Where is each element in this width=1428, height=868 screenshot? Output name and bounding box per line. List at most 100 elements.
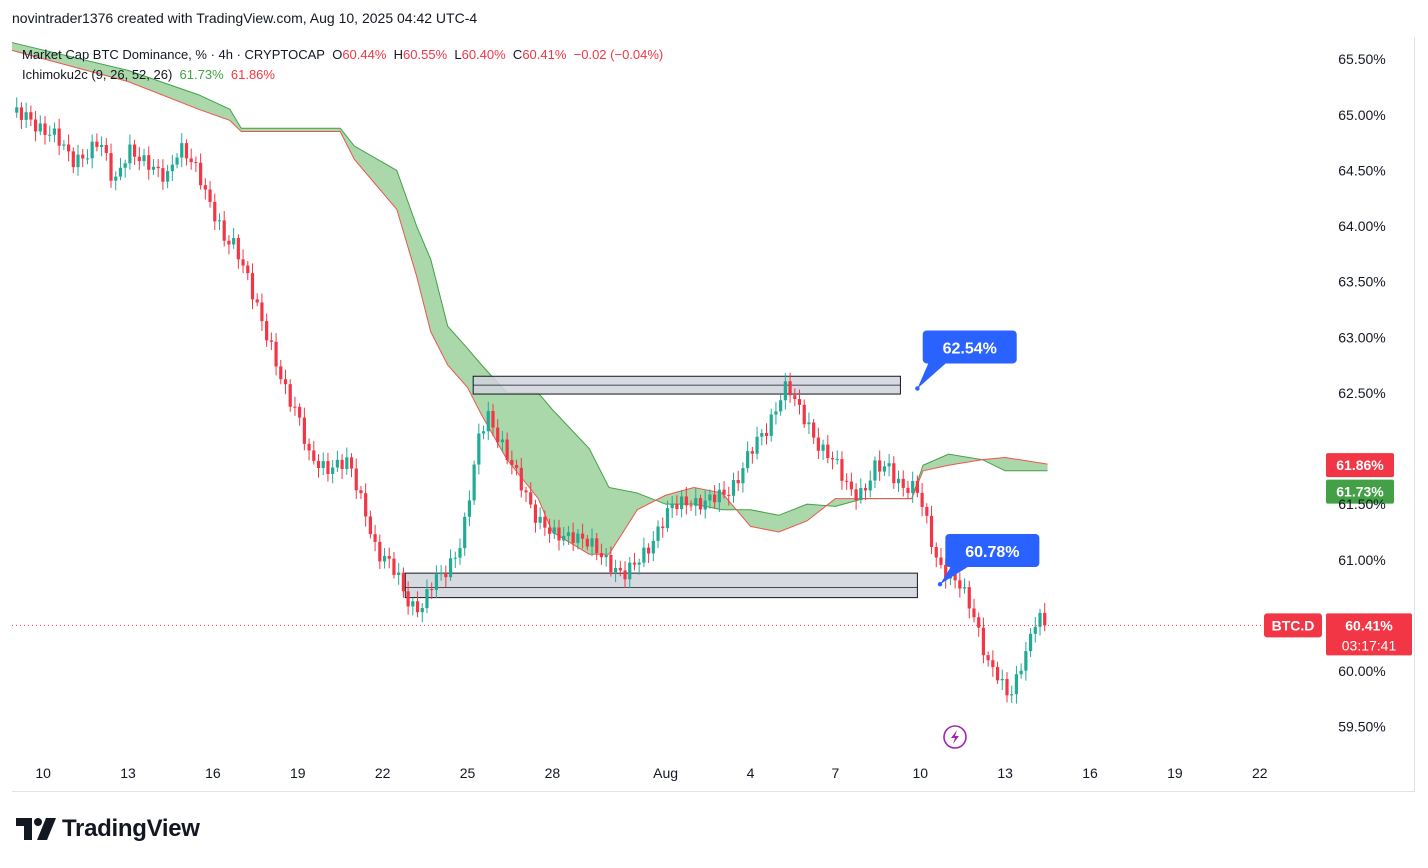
candle — [463, 512, 467, 556]
tradingview-logo-icon — [16, 818, 56, 840]
candle — [755, 426, 759, 460]
candle — [340, 454, 344, 479]
close-value: 60.41% — [522, 47, 567, 62]
candle — [368, 510, 372, 539]
span-b-axis-label-bg — [1326, 453, 1394, 478]
candle — [147, 146, 151, 180]
candle — [52, 122, 57, 143]
low-value: 60.40% — [461, 47, 506, 62]
span-b-line — [11, 49, 1048, 555]
candle — [232, 228, 236, 249]
price-tick-label: 61.00% — [1338, 552, 1385, 568]
candle — [373, 524, 377, 552]
candle — [434, 565, 439, 599]
candle — [830, 451, 835, 470]
candle — [524, 486, 528, 502]
price-zone-rect[interactable] — [404, 572, 918, 599]
candle — [118, 157, 123, 181]
candle — [274, 333, 278, 376]
candle — [703, 490, 707, 519]
candle — [335, 450, 339, 472]
time-tick-label: 10 — [35, 765, 51, 781]
time-tick-label: 16 — [1082, 765, 1098, 781]
span-a-axis-label: 61.73% — [1336, 484, 1384, 500]
candle — [85, 149, 90, 165]
candle — [915, 475, 919, 498]
candle — [57, 118, 61, 156]
candle — [613, 559, 618, 583]
candle — [354, 458, 358, 499]
price-tick-label: 62.50% — [1338, 385, 1385, 401]
candle — [142, 148, 146, 167]
candle — [133, 139, 137, 165]
time-tick-label: 22 — [375, 765, 391, 781]
time-tick-label: 19 — [290, 765, 306, 781]
time-tick-label: 4 — [747, 765, 755, 781]
high-value: 60.55% — [403, 47, 448, 62]
chart-frame — [12, 37, 1415, 792]
price-callout[interactable]: 60.78% — [937, 533, 1040, 587]
candle — [647, 543, 651, 563]
candle — [868, 470, 872, 498]
candle — [184, 139, 189, 166]
price-callout-text: 62.54% — [943, 340, 997, 357]
candle — [821, 439, 825, 460]
lightning-event-icon[interactable] — [943, 725, 967, 749]
candle — [552, 519, 556, 539]
candle — [1038, 608, 1042, 636]
candle — [161, 159, 165, 190]
price-tick-label: 59.50% — [1338, 719, 1385, 735]
candle — [529, 482, 533, 509]
symbol-title[interactable]: Market Cap BTC Dominance, % · 4h · CRYPT… — [22, 47, 325, 62]
candle — [731, 472, 736, 503]
indicator-name[interactable]: Ichimoku2c (9, 26, 52, 26) — [22, 67, 173, 82]
candle — [580, 523, 585, 549]
candle — [397, 563, 401, 585]
candle — [420, 603, 424, 623]
candle — [609, 546, 613, 577]
candle — [632, 552, 637, 571]
candle — [764, 423, 769, 445]
candle — [24, 102, 28, 129]
candle — [967, 580, 971, 619]
price-tick-label: 60.00% — [1338, 663, 1385, 679]
candle — [628, 556, 632, 588]
candle — [43, 115, 47, 145]
candle — [415, 591, 420, 618]
candle — [213, 193, 217, 230]
candle — [1005, 672, 1009, 703]
candle — [689, 500, 693, 511]
candle — [505, 432, 509, 465]
candle — [972, 598, 976, 623]
candle — [595, 532, 599, 561]
candle — [236, 234, 240, 269]
price-callout[interactable]: 62.54% — [915, 330, 1017, 391]
indicator-value-a: 61.73% — [179, 67, 224, 82]
candle — [279, 359, 283, 385]
price-tick-label: 63.00% — [1338, 329, 1385, 345]
candle — [708, 489, 712, 509]
candle — [151, 158, 156, 175]
candle — [76, 144, 80, 176]
candle — [995, 661, 1000, 684]
candle — [651, 531, 655, 562]
symbol-badge[interactable] — [1264, 613, 1322, 638]
candle — [364, 483, 368, 527]
time-tick-label: Aug — [653, 765, 678, 781]
candle — [934, 542, 938, 568]
candle — [66, 134, 71, 162]
price-tick-label: 65.50% — [1338, 51, 1385, 67]
tradingview-logo[interactable]: TradingView — [16, 815, 200, 843]
bar-countdown: 03:17:41 — [1342, 637, 1397, 653]
candle — [849, 472, 853, 496]
candle — [425, 579, 429, 614]
candle — [680, 489, 684, 518]
candle — [486, 401, 490, 440]
candle — [392, 551, 396, 579]
price-callout-text: 60.78% — [965, 544, 1019, 561]
time-tick-label: 13 — [120, 765, 136, 781]
candle — [496, 419, 500, 449]
candle — [71, 147, 75, 173]
price-tick-label: 65.00% — [1338, 107, 1385, 123]
